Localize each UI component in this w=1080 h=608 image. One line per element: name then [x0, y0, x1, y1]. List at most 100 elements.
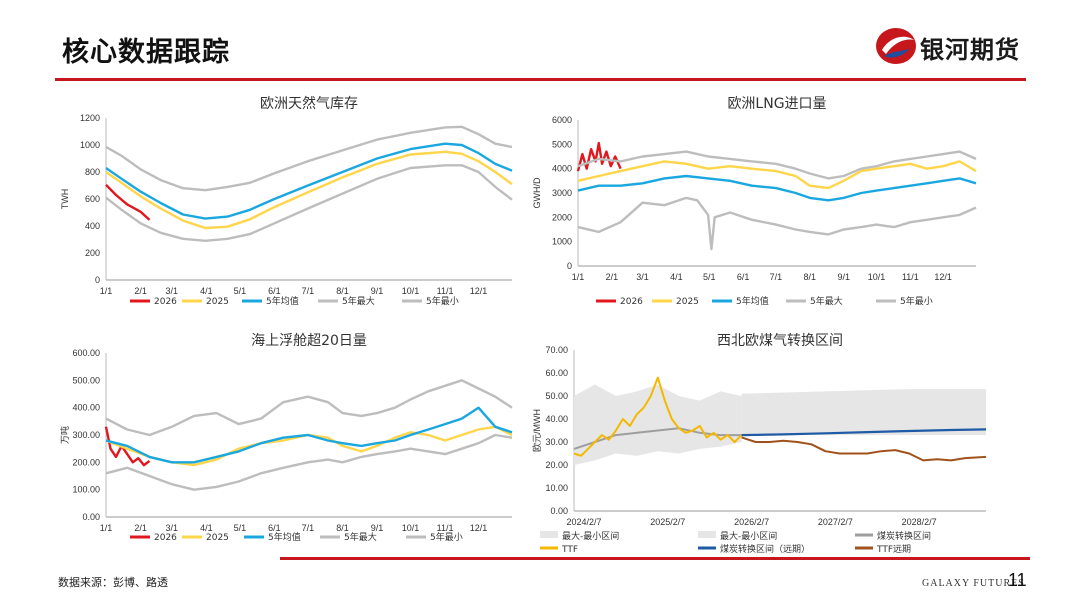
- x-tick-label: 2028/2/7: [902, 517, 937, 527]
- y-tick-label: 5000: [552, 139, 572, 149]
- footer-rule: [280, 557, 1030, 560]
- legend-label: 煤炭转换区间: [877, 530, 931, 542]
- legend-label: 最大-最小区间: [562, 530, 619, 542]
- brand-name: 银河期货: [920, 36, 1020, 64]
- x-tick-label: 4/1: [200, 286, 213, 296]
- x-tick-label: 2025/2/7: [650, 517, 685, 527]
- y-tick-label: 300.00: [72, 430, 100, 440]
- y-tick-label: 100.00: [72, 485, 100, 495]
- legend-label: 煤炭转换区间（远期）: [720, 543, 810, 555]
- x-tick-label: 2026/2/7: [734, 517, 769, 527]
- x-tick-label: 11/1: [437, 523, 454, 533]
- chart-title: 海上浮舱超20日量: [251, 333, 367, 349]
- chart-title: 欧洲天然气库存: [260, 95, 358, 112]
- y-tick-label: 0.00: [550, 506, 568, 516]
- x-tick-label: 2/1: [606, 272, 619, 282]
- series-line-y2026: [105, 183, 151, 221]
- x-tick-label: 9/1: [371, 286, 384, 296]
- legend-label: 5年最小: [900, 295, 933, 307]
- x-tick-label: 12/1: [934, 272, 952, 282]
- series-line-coal_switch: [573, 427, 742, 450]
- series-line-y2026: [576, 141, 622, 172]
- legend-swatch: [698, 531, 716, 538]
- series-line-y2025: [577, 160, 977, 190]
- x-tick-label: 6/1: [737, 272, 750, 282]
- y-tick-label: 30.00: [545, 437, 568, 447]
- x-tick-label: 12/1: [470, 523, 488, 533]
- header-rule: [55, 78, 1026, 81]
- legend-label: 5年均值: [736, 295, 769, 307]
- x-tick-label: 1/1: [100, 523, 113, 533]
- y-tick-label: 1200: [80, 113, 100, 123]
- x-tick-label: 2/1: [134, 286, 147, 296]
- x-tick-label: 9/1: [837, 272, 850, 282]
- legend-label: 2026: [154, 297, 177, 307]
- data-source: 数据来源：彭博、路透: [58, 576, 168, 589]
- legend-label: 最大-最小区间: [720, 530, 777, 542]
- series-line-coal_fwd: [741, 428, 987, 437]
- brand-logo: [876, 28, 916, 64]
- legend-label: 5年最大: [344, 531, 377, 543]
- series-line-avg5: [577, 174, 977, 202]
- y-tick-label: 1000: [552, 237, 572, 247]
- x-tick-label: 10/1: [402, 523, 420, 533]
- series-line-y2026: [104, 426, 151, 467]
- y-tick-label: 200.00: [72, 457, 100, 467]
- y-tick-label: 0: [567, 261, 572, 271]
- legend-label: 5年最大: [810, 295, 843, 307]
- x-tick-label: 2024/2/7: [566, 517, 601, 527]
- x-tick-label: 2/1: [134, 523, 147, 533]
- series-band: [574, 384, 742, 465]
- chart-title: 欧洲LNG进口量: [727, 96, 826, 112]
- legend-label: 2025: [206, 297, 229, 307]
- y-tick-label: 1000: [80, 140, 100, 150]
- legend-label: TTF远期: [876, 544, 911, 555]
- series-line-min5: [577, 196, 977, 251]
- x-tick-label: 4/1: [200, 523, 213, 533]
- y-tick-label: 800: [85, 167, 100, 177]
- x-tick-label: 1/1: [100, 286, 113, 296]
- legend-label: TTF: [561, 545, 578, 555]
- legend-label: 2026: [154, 533, 177, 543]
- y-tick-label: 0.00: [82, 512, 100, 522]
- y-tick-label: 3000: [552, 188, 572, 198]
- legend-label: 5年均值: [266, 295, 299, 307]
- y-tick-label: 0: [95, 275, 100, 285]
- series-line-y2025: [105, 150, 513, 230]
- series-line-avg5: [105, 142, 513, 220]
- series-line-y2025: [105, 425, 513, 467]
- series-line-max5: [577, 150, 977, 180]
- series-line-min5: [105, 164, 513, 242]
- y-tick-label: 60.00: [545, 368, 568, 378]
- y-tick-label: 200: [85, 248, 100, 258]
- x-tick-label: 11/1: [902, 272, 919, 282]
- x-tick-label: 8/1: [336, 286, 349, 296]
- x-tick-label: 4/1: [670, 272, 683, 282]
- footer-brand: GALAXY FUTURES: [922, 578, 1025, 589]
- y-tick-label: 4000: [552, 164, 572, 174]
- series-line-ttf_fwd: [741, 436, 987, 462]
- x-tick-label: 9/1: [371, 523, 384, 533]
- logo-icon: [876, 28, 916, 64]
- series-line-max5: [105, 125, 513, 192]
- x-tick-label: 3/1: [166, 523, 179, 533]
- series-line-min5: [105, 433, 513, 491]
- x-tick-label: 7/1: [302, 286, 315, 296]
- x-tick-label: 3/1: [636, 272, 649, 282]
- chart-eu-storage: 欧洲天然气库存 0 200 400 600 800 1000 1200 TWH 1/1 2/1 3/1…: [60, 95, 513, 307]
- legend-label: 5年最小: [430, 531, 463, 543]
- legend-label: 2026: [620, 297, 643, 307]
- y-axis-label: 万吨: [59, 426, 70, 444]
- y-tick-label: 2000: [552, 212, 572, 222]
- y-tick-label: 20.00: [545, 460, 568, 470]
- page-number: 11: [1008, 570, 1027, 590]
- legend-label: 2025: [676, 297, 699, 307]
- x-tick-label: 12/1: [470, 286, 488, 296]
- x-tick-label: 3/1: [166, 286, 179, 296]
- page-title: 核心数据跟踪: [62, 37, 230, 68]
- x-tick-label: 6/1: [268, 523, 281, 533]
- series-line-max5: [105, 379, 513, 437]
- y-tick-label: 70.00: [545, 345, 568, 355]
- y-axis-label: TWH: [60, 189, 70, 210]
- y-tick-label: 50.00: [545, 391, 568, 401]
